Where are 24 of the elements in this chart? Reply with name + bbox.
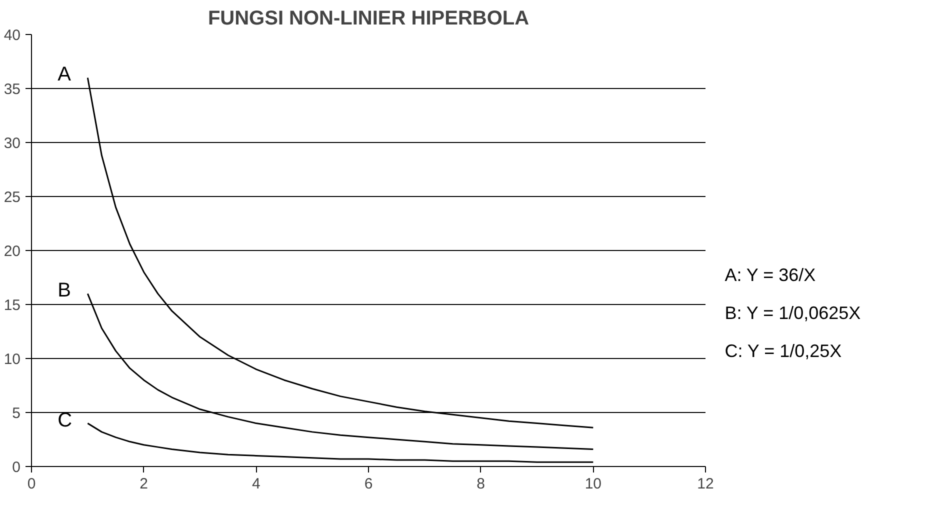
x-tick-label: 10 bbox=[584, 476, 602, 492]
x-tick-label: 4 bbox=[252, 476, 260, 492]
y-tick-label: 40 bbox=[4, 27, 21, 44]
x-tick-label: 8 bbox=[476, 476, 486, 492]
y-tick-label: 35 bbox=[4, 81, 21, 98]
y-tick-label: 30 bbox=[4, 135, 21, 152]
y-tick-label: 20 bbox=[4, 243, 21, 260]
y-tick-label: 25 bbox=[4, 189, 21, 206]
x-tick-label: 12 bbox=[697, 476, 714, 492]
x-tick-label: 6 bbox=[364, 476, 373, 492]
y-tick-label: 10 bbox=[4, 351, 21, 368]
line-series bbox=[86, 422, 594, 463]
series-label: B bbox=[58, 280, 72, 302]
text: C: Y = 1/0,25X bbox=[724, 341, 842, 362]
y-tick-label: 5 bbox=[12, 405, 20, 422]
chart-title: FUNGSI NON-LINIER HIPERBOLA bbox=[208, 8, 530, 30]
y-tick-label: 15 bbox=[4, 297, 21, 314]
series-label: C bbox=[58, 409, 72, 432]
text: A: Y = 36/X bbox=[724, 265, 816, 286]
x-tick-label: 0 bbox=[27, 476, 36, 492]
x-tick-label: 2 bbox=[140, 476, 148, 492]
series-label: A bbox=[58, 64, 72, 86]
y-tick-label: 0 bbox=[12, 459, 20, 476]
text: B: Y = 1/0,0625X bbox=[724, 303, 861, 324]
